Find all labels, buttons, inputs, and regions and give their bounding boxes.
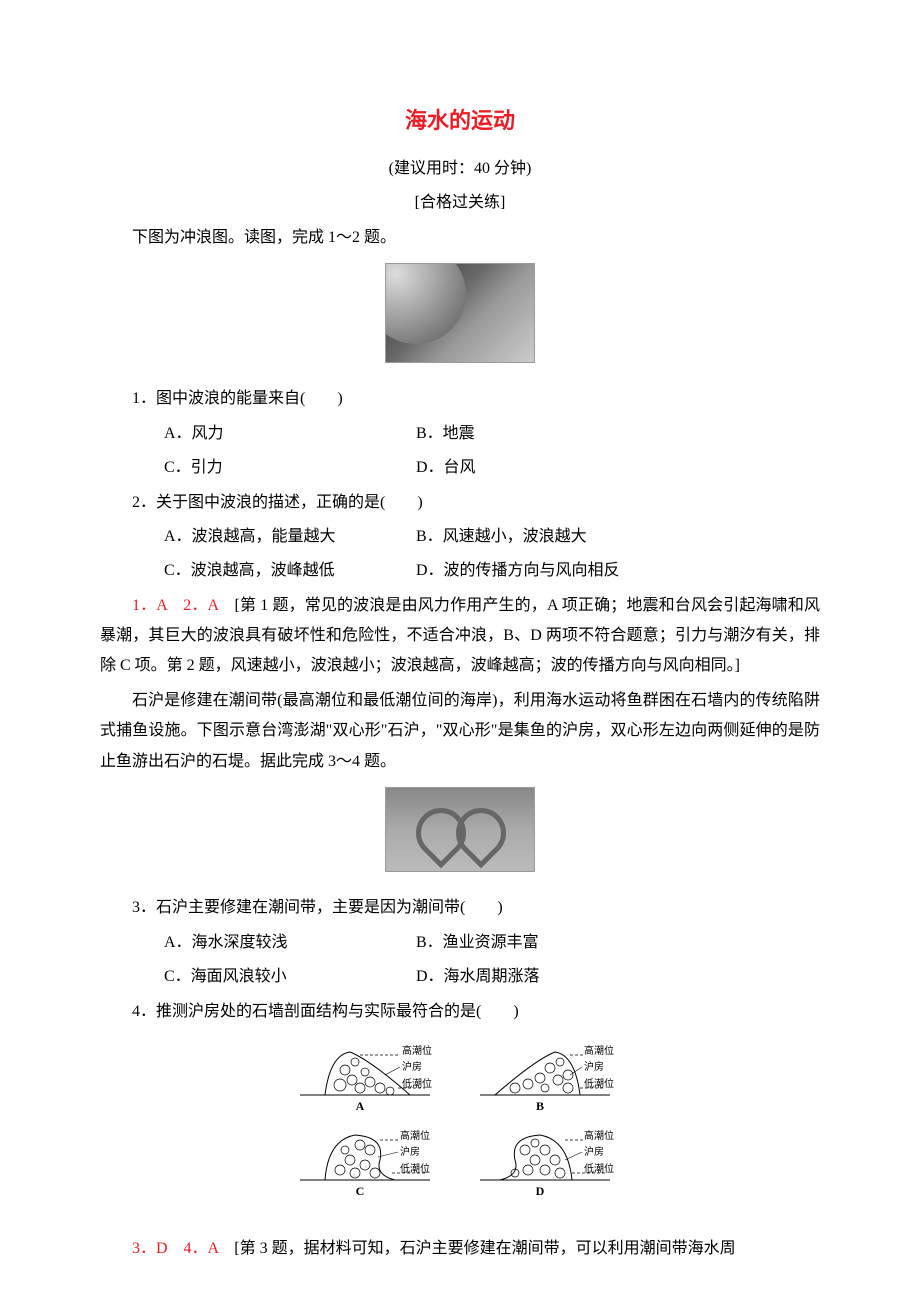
time-suggestion: (建议用时：40 分钟) [100, 154, 820, 184]
label-a-high: 高潮位 [402, 1044, 432, 1057]
label-b-low: 低潮位 [584, 1077, 614, 1090]
q1-option-c: C．引力 [132, 453, 412, 483]
q2-option-a: A．波浪越高，能量越大 [132, 522, 412, 552]
label-d-low: 低潮位 [584, 1162, 614, 1175]
label-b-high: 高潮位 [584, 1044, 614, 1057]
surfing-image [385, 263, 535, 363]
label-panel-c: C [356, 1184, 365, 1198]
q3-options-row2: C．海面风浪较小 D．海水周期涨落 [100, 962, 820, 992]
label-c-high: 高潮位 [400, 1129, 430, 1142]
q2-option-b: B．风速越小，波浪越大 [416, 528, 587, 545]
q1-stem: 1．图中波浪的能量来自( ) [100, 384, 820, 414]
q3-option-d: D．海水周期涨落 [416, 968, 540, 985]
q1-options-row2: C．引力 D．台风 [100, 453, 820, 483]
cross-section-diagram: 高潮位 沪房 低潮位 A 高潮位 沪房 低潮位 B [280, 1035, 640, 1215]
answer-12: 1．A 2．A [第 1 题，常见的波浪是由风力作用产生的，A 项正确；地震和台… [100, 591, 820, 682]
q4-stem: 4．推测沪房处的石墙剖面结构与实际最符合的是( ) [100, 997, 820, 1027]
label-c-low: 低潮位 [400, 1162, 430, 1175]
q3-options-row1: A．海水深度较浅 B．渔业资源丰富 [100, 928, 820, 958]
label-panel-a: A [356, 1099, 365, 1113]
answer-34: 3．D 4．A [第 3 题，据材料可知，石沪主要修建在潮间带，可以利用潮间带海… [100, 1234, 820, 1264]
q2-options-row1: A．波浪越高，能量越大 B．风速越小，波浪越大 [100, 522, 820, 552]
answer-12-key: 1．A 2．A [132, 597, 235, 614]
q3-stem: 3．石沪主要修建在潮间带，主要是因为潮间带( ) [100, 893, 820, 923]
double-heart-image [385, 787, 535, 872]
answer-34-key: 3．D 4．A [132, 1240, 234, 1257]
figure-hearts [100, 787, 820, 883]
q2-option-c: C．波浪越高，波峰越低 [132, 556, 412, 586]
q4-diagram: 高潮位 沪房 低潮位 A 高潮位 沪房 低潮位 B [100, 1035, 820, 1226]
q2-option-d: D．波的传播方向与风向相反 [416, 562, 620, 579]
answer-34-body: [第 3 题，据材料可知，石沪主要修建在潮间带，可以利用潮间带海水周 [234, 1240, 735, 1257]
q1-option-b: B．地震 [416, 425, 475, 442]
label-panel-d: D [536, 1184, 545, 1198]
label-a-low: 低潮位 [402, 1077, 432, 1090]
label-d-hufang: 沪房 [584, 1145, 604, 1158]
section-label: [合格过关练] [100, 188, 820, 218]
q3-option-b: B．渔业资源丰富 [416, 934, 539, 951]
intro-text-2: 石沪是修建在潮间带(最高潮位和最低潮位间的海岸)，利用海水运动将鱼群困在石墙内的… [100, 686, 820, 777]
q2-options-row2: C．波浪越高，波峰越低 D．波的传播方向与风向相反 [100, 556, 820, 586]
label-d-high: 高潮位 [584, 1129, 614, 1142]
label-a-hufang: 沪房 [402, 1060, 422, 1073]
q3-option-a: A．海水深度较浅 [132, 928, 412, 958]
label-panel-b: B [536, 1099, 544, 1113]
q1-options-row1: A．风力 B．地震 [100, 419, 820, 449]
label-c-hufang: 沪房 [400, 1145, 420, 1158]
q3-option-c: C．海面风浪较小 [132, 962, 412, 992]
page-title: 海水的运动 [100, 100, 820, 142]
q2-stem: 2．关于图中波浪的描述，正确的是( ) [100, 488, 820, 518]
figure-surfing [100, 263, 820, 374]
intro-text-1: 下图为冲浪图。读图，完成 1～2 题。 [100, 223, 820, 253]
q1-option-d: D．台风 [416, 459, 476, 476]
q1-option-a: A．风力 [132, 419, 412, 449]
label-b-hufang: 沪房 [584, 1060, 604, 1073]
